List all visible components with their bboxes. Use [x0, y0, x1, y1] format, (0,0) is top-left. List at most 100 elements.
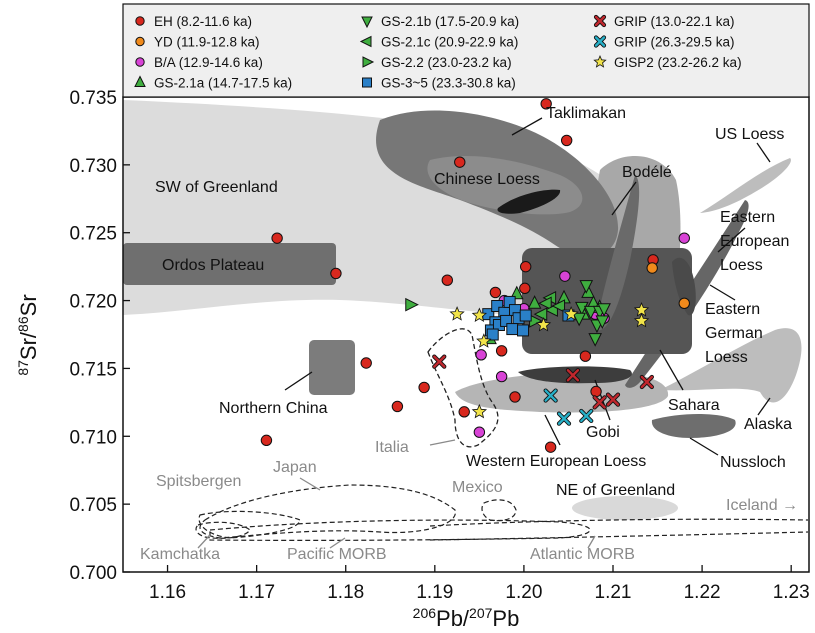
y-tick-label-6: 0.730 — [69, 156, 117, 177]
data-point-s0-p15 — [495, 345, 508, 357]
data-point-s10-p5 — [563, 306, 579, 321]
data-point-s0-p4 — [330, 267, 342, 280]
label-taklimakan: Taklimakan — [546, 105, 626, 122]
legend-label-10: GISP2 (23.2-26.2 ka) — [614, 55, 742, 70]
x-tick-label-1: 1.17 — [238, 582, 275, 603]
legend-label-2: B/A (12.9-14.6 ka) — [154, 55, 263, 70]
y-tick-label-5: 0.725 — [69, 224, 117, 245]
data-point-s2-p0 — [678, 232, 690, 244]
label-mexico: Mexico — [452, 479, 503, 496]
leader-sahara — [659, 349, 684, 391]
data-point-s0-p16 — [509, 391, 521, 403]
data-point-s8-p0 — [432, 354, 447, 369]
data-point-s4-p1 — [575, 301, 589, 316]
legend-label-5: GS-2.1c (20.9-22.9 ka) — [381, 35, 518, 50]
label-western-european-loess: Western European Loess — [466, 453, 646, 470]
data-point-s9-p1 — [556, 411, 572, 426]
data-point-s2-p4 — [475, 349, 487, 361]
region-mexico — [481, 499, 517, 522]
data-point-s0-p7 — [519, 260, 532, 273]
leader-pacific-morb — [329, 537, 346, 549]
region-bodele-streak — [595, 175, 640, 331]
data-point-s2-p8 — [473, 426, 486, 438]
label-eastern-european-loess: Eastern European Loess — [720, 209, 789, 274]
label-eastern-german-loess: Eastern German Loess — [705, 301, 763, 366]
data-point-s8-p2 — [592, 395, 607, 410]
region-japan — [199, 484, 456, 539]
label-italia: Italia — [375, 439, 409, 456]
data-point-s7-p1 — [491, 300, 504, 312]
label-gobi: Gobi — [586, 424, 620, 441]
legend-marker-6 — [362, 56, 375, 68]
label-sahara: Sahara — [668, 397, 720, 414]
legend-label-9: GRIP (26.3-29.5 ka) — [614, 35, 735, 50]
data-point-s6-p0 — [405, 297, 419, 312]
y-tick-label-7: 0.735 — [69, 88, 117, 109]
legend: EH (8.2-11.6 ka) YD (11.9-12.8 ka) B/A (12… — [134, 14, 742, 91]
data-point-s0-p10 — [360, 357, 372, 369]
label-ordos-plateau: Ordos Plateau — [162, 257, 264, 274]
region-nussloch — [651, 414, 736, 438]
data-point-s0-p1 — [540, 98, 552, 110]
leader-lines — [197, 117, 771, 549]
data-markers — [260, 98, 690, 453]
label-pacific-morb: Pacific MORB — [287, 546, 387, 563]
legend-label-4: GS-2.1b (17.5-20.9 ka) — [381, 14, 519, 29]
label-japan: Japan — [273, 459, 317, 476]
data-point-s10-p4 — [535, 316, 552, 332]
label-spitsbergen: Spitsbergen — [156, 473, 241, 490]
legend-marker-10 — [593, 54, 607, 68]
legend-marker-3 — [134, 75, 146, 87]
data-point-s2-p5 — [495, 370, 508, 383]
legend-marker-1 — [135, 36, 145, 47]
label-bodele: Bodélé — [622, 164, 672, 181]
data-point-s0-p6 — [489, 286, 502, 299]
leader-japan — [299, 477, 321, 491]
legend-marker-4 — [361, 16, 373, 29]
legend-label-7: GS-3~5 (23.3-30.8 ka) — [381, 76, 516, 91]
label-ne-greenland: NE of Greenland — [556, 482, 675, 499]
data-point-s0-p17 — [579, 350, 592, 362]
data-point-s1-p0 — [646, 262, 658, 274]
region-chinese-loess-core — [497, 189, 561, 214]
data-point-s0-p8 — [519, 282, 531, 295]
label-kamchatka: Kamchatka — [140, 546, 220, 563]
region-ne-greenland — [572, 496, 678, 520]
data-point-s3-p2 — [527, 295, 542, 309]
data-point-s7-p10 — [500, 314, 513, 327]
leader-italia — [429, 439, 456, 446]
leader-atlantic-morb — [587, 535, 596, 549]
data-point-s0-p11 — [418, 381, 430, 394]
legend-marker-5 — [359, 35, 372, 48]
data-point-s7-p14 — [486, 328, 499, 341]
legend-marker-8 — [593, 14, 607, 28]
data-point-s7-p11 — [506, 323, 519, 336]
leader-kamchatka — [197, 534, 211, 549]
y-tick-label-4: 0.720 — [69, 292, 117, 313]
region-alaska — [660, 328, 802, 403]
label-northern-china: Northern China — [219, 400, 328, 417]
data-point-s0-p13 — [458, 406, 470, 418]
data-point-s5-p4 — [533, 307, 548, 321]
x-tick-label-7: 1.23 — [773, 582, 810, 603]
data-point-s4-p0 — [579, 280, 594, 294]
data-point-s0-p0 — [454, 156, 466, 168]
data-point-s7-p6 — [519, 309, 532, 322]
legend-label-1: YD (11.9-12.8 ka) — [154, 35, 260, 50]
x-tick-label-4: 1.20 — [505, 582, 542, 603]
leader-alaska — [757, 397, 771, 416]
x-tick-label-0: 1.16 — [149, 582, 186, 603]
label-sw-greenland: SW of Greenland — [155, 179, 278, 196]
x-tick-label-3: 1.19 — [416, 582, 453, 603]
region-us-loess — [700, 158, 791, 213]
x-tick-label-5: 1.21 — [595, 582, 632, 603]
data-point-s0-p3 — [271, 232, 283, 244]
leader-us-loess — [756, 142, 771, 163]
y-tick-label-3: 0.715 — [69, 359, 117, 380]
data-point-s0-p5 — [441, 274, 453, 286]
y-axis: 0.700 0.705 0.710 0.715 0.720 0.725 0.730 0.735 — [69, 88, 130, 584]
leader-bodele — [611, 181, 637, 216]
x-tick-label-6: 1.22 — [684, 582, 721, 603]
data-point-s10-p2 — [476, 333, 492, 348]
